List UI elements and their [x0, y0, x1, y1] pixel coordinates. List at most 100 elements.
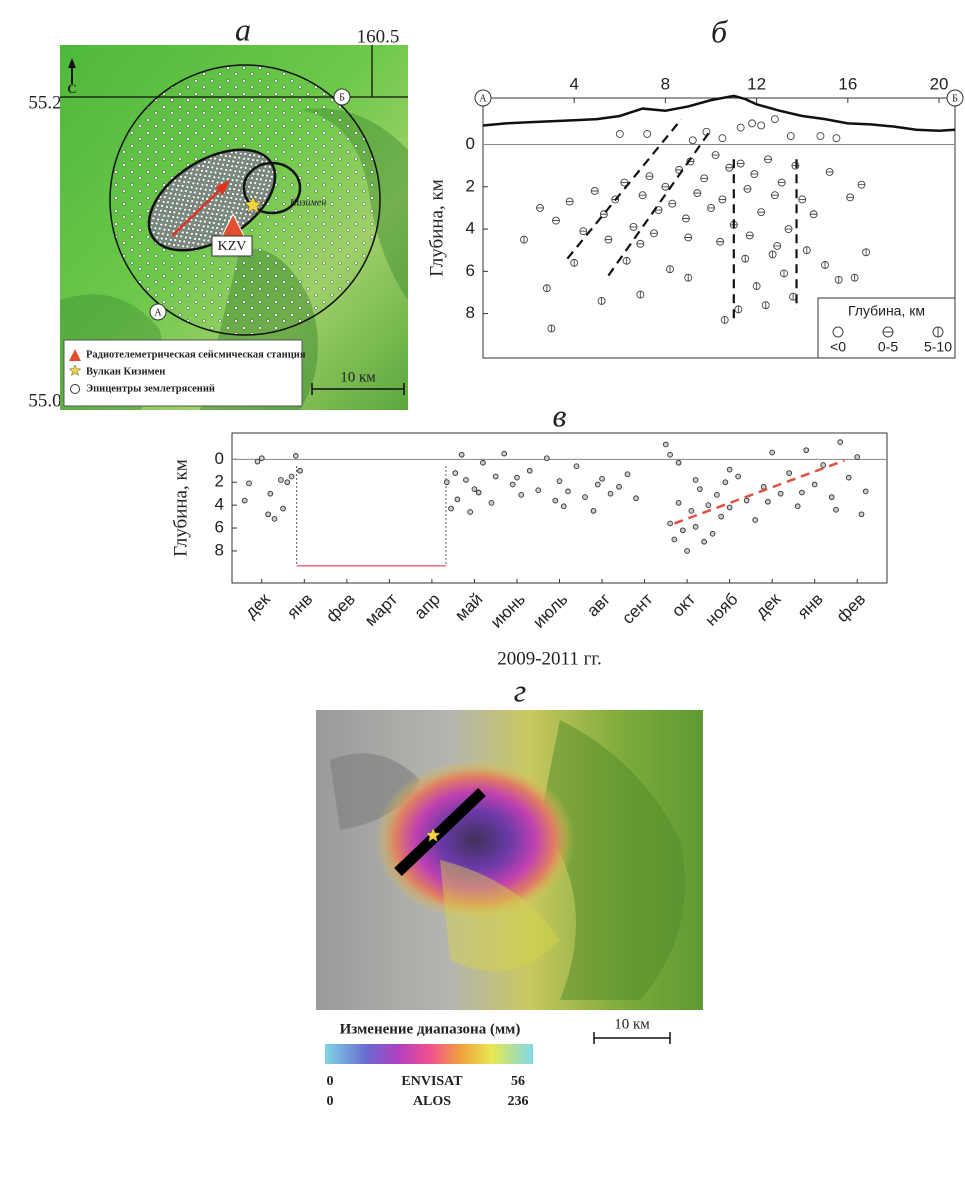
north-label: С — [67, 81, 76, 96]
data-point — [298, 468, 303, 473]
data-point — [637, 240, 644, 247]
data-point — [770, 450, 775, 455]
data-point — [753, 283, 760, 290]
data-point — [689, 508, 694, 513]
data-point — [521, 236, 528, 243]
data-point — [617, 484, 622, 489]
data-point — [863, 249, 870, 256]
data-point — [774, 242, 781, 249]
profile-label: Б — [339, 92, 345, 103]
data-point — [574, 464, 579, 469]
colorbar-title: Изменение диапазона (мм) — [340, 1021, 521, 1037]
data-point — [676, 460, 681, 465]
x-tick-label: дек — [752, 589, 785, 622]
x-tick-label: 12 — [747, 74, 766, 93]
data-point — [710, 531, 715, 536]
data-point — [726, 164, 733, 171]
data-point — [744, 185, 751, 192]
station-label: KZV — [218, 239, 247, 254]
data-point — [634, 496, 639, 501]
data-point — [591, 188, 598, 195]
data-point — [778, 179, 785, 186]
data-point — [826, 168, 833, 175]
data-point — [637, 291, 644, 298]
data-point — [625, 472, 630, 477]
legend-title: Глубина, км — [848, 303, 925, 319]
data-point — [552, 217, 559, 224]
data-point — [583, 495, 588, 500]
data-point — [537, 204, 544, 211]
range-name: ENVISAT — [401, 1074, 463, 1089]
data-point — [669, 200, 676, 207]
data-point — [785, 226, 792, 233]
data-point — [663, 442, 668, 447]
y-tick-label: 4 — [466, 219, 475, 238]
data-point — [281, 506, 286, 511]
plot-frame — [232, 433, 887, 583]
data-point — [863, 489, 868, 494]
data-point — [685, 234, 692, 241]
data-point — [821, 463, 826, 468]
data-point — [449, 506, 454, 511]
y-tick-label: 0 — [466, 134, 475, 153]
data-point — [702, 539, 707, 544]
data-point — [666, 266, 673, 273]
panel-title: а — [235, 11, 251, 47]
data-point — [459, 452, 464, 457]
data-point — [812, 482, 817, 487]
data-point — [804, 448, 809, 453]
colorbar — [325, 1044, 533, 1064]
data-point — [851, 274, 858, 281]
x-tick-label: дек — [241, 589, 274, 622]
x-tick-label: нояб — [701, 589, 741, 629]
data-point — [787, 471, 792, 476]
x-tick-label: май — [451, 590, 486, 625]
data-point — [493, 474, 498, 479]
panel-g: г Изменение диапазона (мм) 0 ENVISAT 56 … — [316, 672, 703, 1109]
data-point — [646, 173, 653, 180]
x-tick-label: фев — [322, 590, 358, 626]
data-point — [795, 504, 800, 509]
data-point — [829, 495, 834, 500]
data-point — [742, 255, 749, 262]
data-point — [639, 192, 646, 199]
data-point — [598, 297, 605, 304]
lat-label: 55.2 — [28, 92, 61, 113]
lon-label: 160.5 — [357, 26, 400, 47]
data-point — [685, 549, 690, 554]
data-point — [595, 482, 600, 487]
data-point — [266, 512, 271, 517]
y-tick-label: 6 — [466, 261, 475, 280]
x-tick-label: 16 — [838, 74, 857, 93]
data-point — [502, 451, 507, 456]
profile-label: Б — [952, 93, 958, 104]
y-tick-label: 2 — [466, 176, 475, 195]
data-point — [753, 518, 758, 523]
data-point — [662, 183, 669, 190]
data-point — [476, 490, 481, 495]
data-point — [481, 460, 486, 465]
y-tick-label: 8 — [466, 303, 475, 322]
data-point — [736, 474, 741, 479]
data-point — [543, 285, 550, 292]
data-point — [817, 133, 824, 140]
data-point — [859, 512, 864, 517]
x-tick-label: 20 — [930, 74, 949, 93]
y-tick-label: 0 — [215, 449, 224, 468]
data-point — [676, 500, 681, 505]
data-point — [668, 452, 673, 457]
data-point — [285, 480, 290, 485]
data-point — [651, 230, 658, 237]
data-point — [751, 171, 758, 178]
data-point — [623, 257, 630, 264]
data-point — [706, 503, 711, 508]
x-tick-label: авг — [583, 590, 614, 621]
data-point — [723, 480, 728, 485]
data-point — [489, 500, 494, 505]
data-point — [727, 467, 732, 472]
data-point — [682, 215, 689, 222]
data-point — [571, 259, 578, 266]
data-point — [744, 498, 749, 503]
range-max: 56 — [511, 1074, 525, 1089]
data-point — [561, 504, 566, 509]
